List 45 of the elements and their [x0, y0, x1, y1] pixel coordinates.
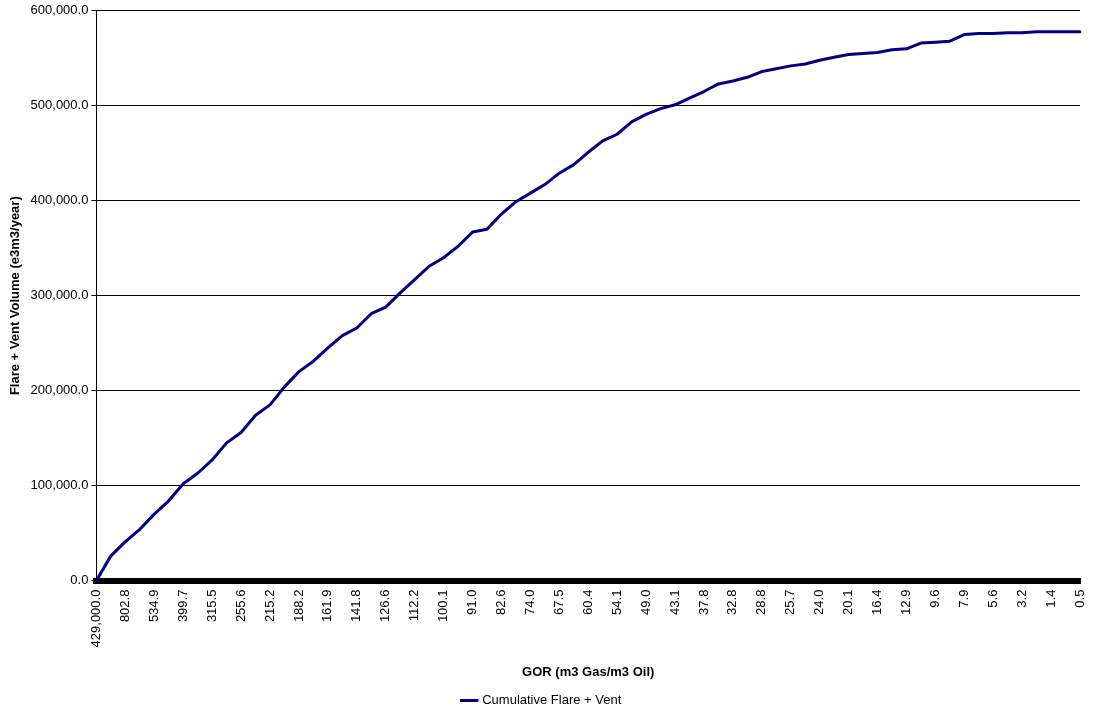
x-tick-label: 25.7 — [782, 589, 798, 615]
x-tick-label: 54.1 — [608, 589, 624, 615]
x-tick-label: 5.6 — [984, 589, 1000, 608]
x-tick-label: 20.1 — [840, 589, 856, 615]
x-tick-label: 74.0 — [521, 589, 537, 615]
x-tick-label: 16.4 — [869, 589, 885, 615]
x-tick-label: 3.2 — [1013, 589, 1029, 608]
x-tick-label: 9.6 — [926, 589, 942, 608]
x-tick-label: 82.6 — [493, 589, 509, 615]
x-tick-label: 1.4 — [1042, 589, 1058, 608]
x-tick-label: 12.9 — [898, 589, 914, 615]
x-tick-label: 49.0 — [637, 589, 653, 615]
x-tick-label: 43.1 — [666, 589, 682, 615]
y-tick-label: 100,000.0 — [30, 477, 89, 493]
x-tick-label: 100.1 — [435, 589, 451, 623]
y-tick-label: 600,000.0 — [30, 2, 89, 18]
y-tick-label: 300,000.0 — [30, 287, 89, 303]
x-tick-label: 91.0 — [464, 589, 480, 615]
y-axis-title: Flare + Vent Volume (e3m3/year) — [7, 196, 23, 396]
x-tick-label: 161.9 — [319, 589, 335, 623]
x-tick-label: 7.9 — [955, 589, 971, 608]
y-tick-label: 0.0 — [70, 572, 89, 588]
x-axis-title: GOR (m3 Gas/m3 Oil) — [522, 663, 655, 679]
x-tick-label: 429,000.0 — [88, 589, 104, 648]
x-tick-label: 126.6 — [377, 589, 393, 623]
x-tick-label: 255.6 — [232, 589, 248, 623]
x-tick-label: 60.4 — [579, 589, 595, 615]
x-tick-label: 24.0 — [811, 589, 827, 615]
x-tick-label: 315.5 — [203, 589, 219, 623]
x-tick-label: 215.2 — [261, 589, 277, 623]
x-tick-label: 802.8 — [116, 589, 132, 623]
y-tick-label: 200,000.0 — [30, 382, 89, 398]
x-tick-label: 112.2 — [406, 589, 422, 622]
legend-label: Cumulative Flare + Vent — [482, 692, 622, 708]
x-tick-label: 141.8 — [348, 589, 364, 623]
x-tick-label: 0.5 — [1071, 589, 1087, 608]
x-tick-label: 32.8 — [724, 589, 740, 615]
x-tick-label: 28.8 — [753, 589, 769, 615]
x-tick-label: 37.8 — [695, 589, 711, 615]
y-tick-label: 400,000.0 — [30, 192, 89, 208]
y-tick-label: 500,000.0 — [30, 97, 89, 113]
x-tick-label: 534.9 — [145, 589, 161, 623]
x-tick-label: 188.2 — [290, 589, 306, 623]
x-tick-label: 67.5 — [550, 589, 566, 615]
x-tick-label: 399.7 — [174, 589, 190, 623]
